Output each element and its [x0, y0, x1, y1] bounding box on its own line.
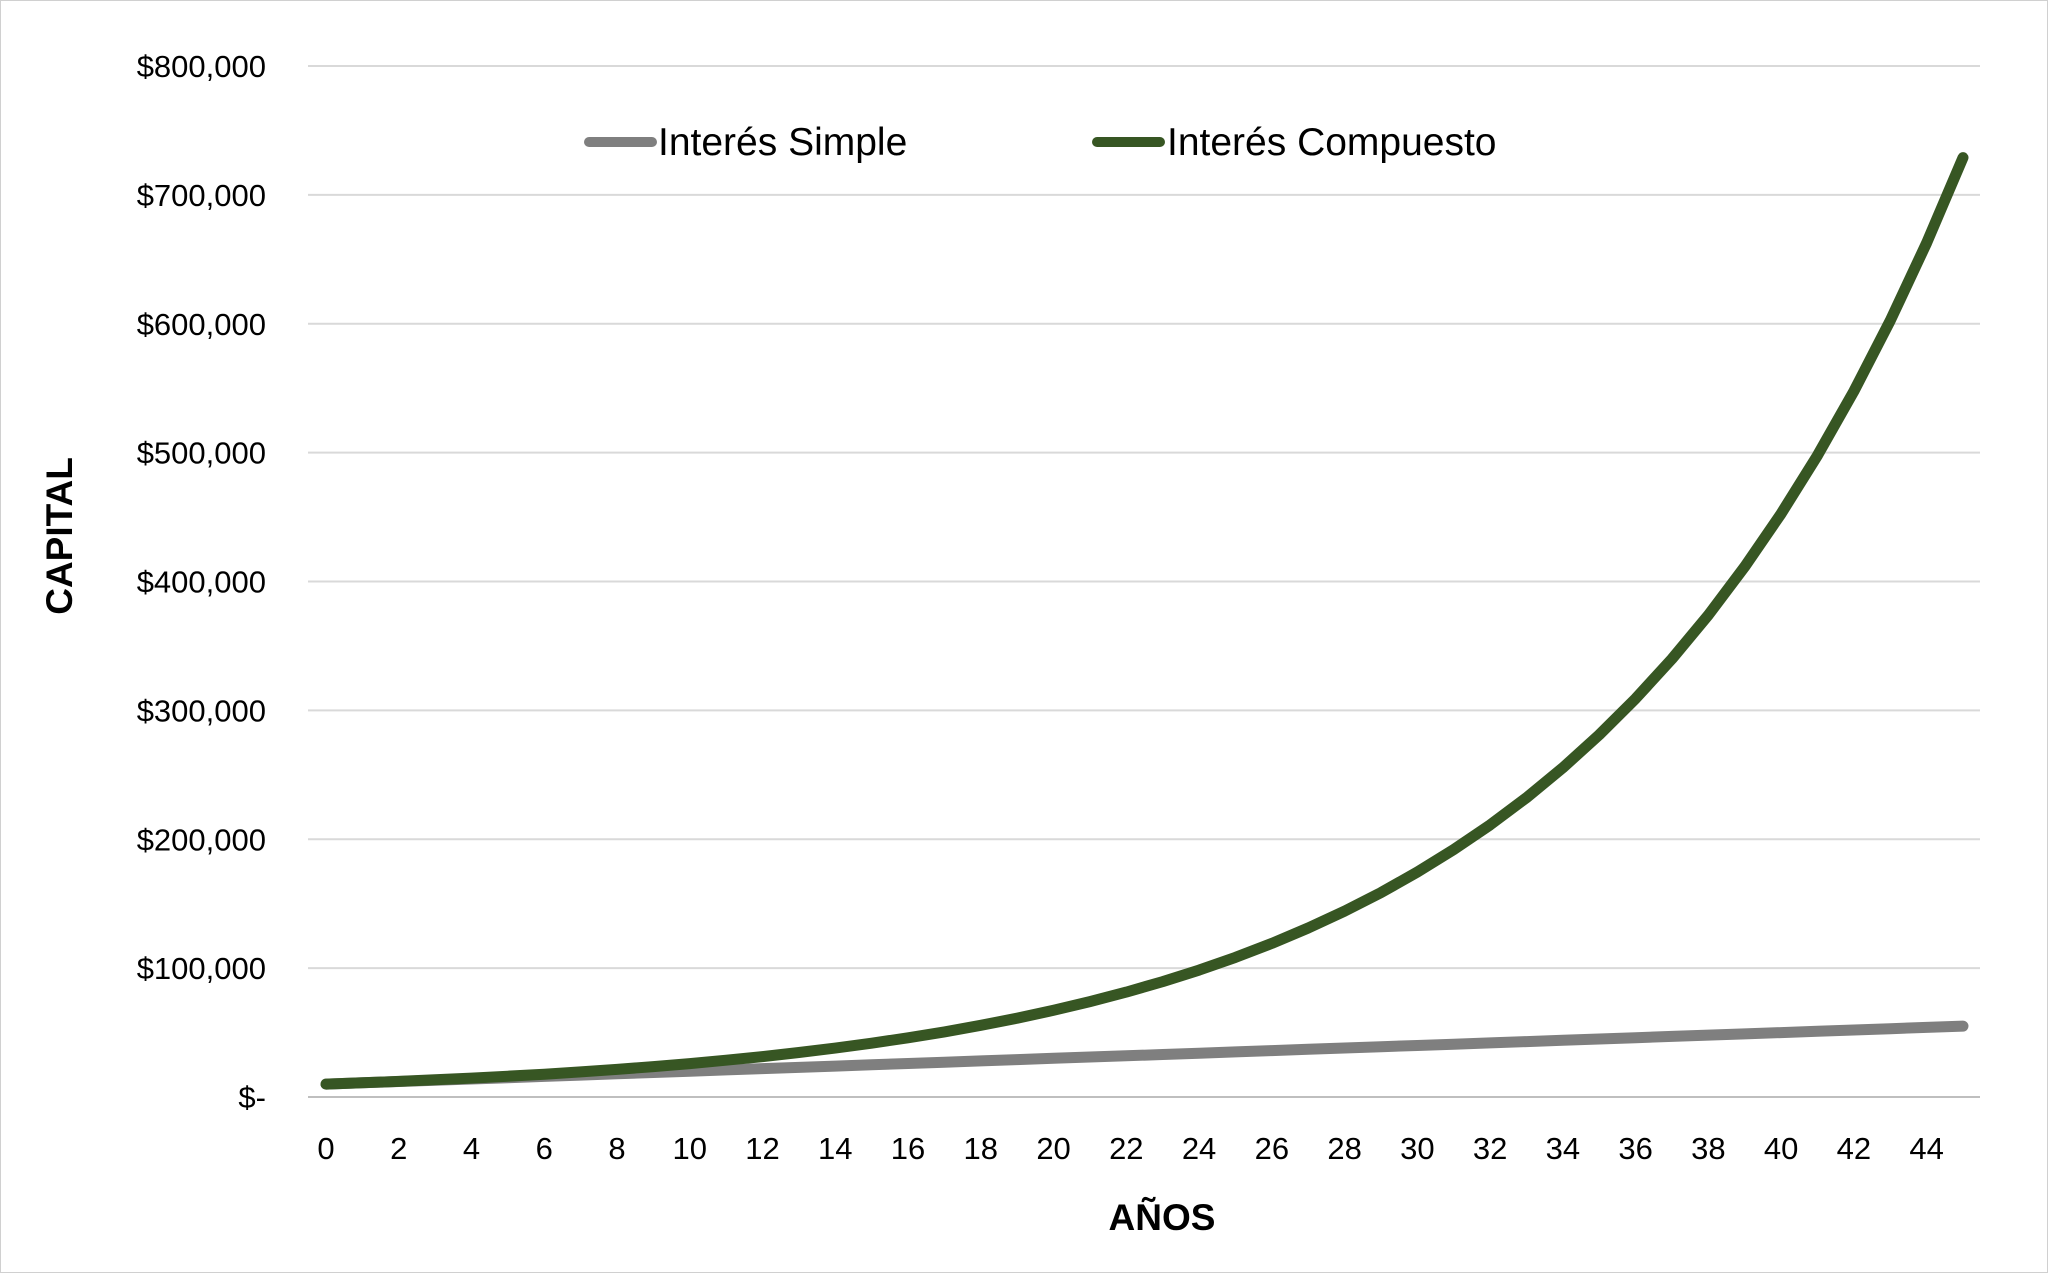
x-tick-label: 36 — [1618, 1131, 1652, 1166]
x-tick-label: 26 — [1255, 1131, 1289, 1166]
y-axis-title: CAPITAL — [39, 457, 80, 615]
y-axis-tick-labels: $- $100,000 $200,000 $300,000 $400,000 $500,0… — [137, 49, 266, 1115]
series-line-compound — [320, 152, 1969, 1090]
x-tick-label: 28 — [1327, 1131, 1361, 1166]
x-tick-label: 6 — [536, 1131, 553, 1166]
x-tick-label: 0 — [317, 1131, 334, 1166]
x-tick-label: 10 — [673, 1131, 707, 1166]
legend-label-compound: Interés Compuesto — [1167, 121, 1497, 164]
y-tick-label: $- — [238, 1080, 266, 1115]
x-axis-tick-labels: 0 2 4 6 8 10 12 14 16 18 20 22 24 26 28 30 32 34 36 38 40 42 4… — [317, 1131, 1943, 1166]
x-tick-label: 44 — [1909, 1131, 1943, 1166]
x-tick-label: 22 — [1109, 1131, 1143, 1166]
x-tick-label: 14 — [818, 1131, 852, 1166]
gridlines — [308, 65, 1980, 1098]
y-tick-label: $100,000 — [137, 951, 266, 986]
x-tick-label: 20 — [1036, 1131, 1070, 1166]
legend: Interés Simple Interés Compuesto — [584, 121, 1497, 164]
x-tick-label: 24 — [1182, 1131, 1216, 1166]
x-tick-label: 38 — [1691, 1131, 1725, 1166]
y-tick-label: $800,000 — [137, 49, 266, 84]
y-tick-label: $300,000 — [137, 693, 266, 728]
y-tick-label: $600,000 — [137, 307, 266, 342]
x-axis-title: AÑOS — [1109, 1196, 1216, 1238]
y-tick-label: $400,000 — [137, 565, 266, 600]
x-tick-label: 34 — [1546, 1131, 1580, 1166]
y-tick-label: $700,000 — [137, 178, 266, 213]
x-tick-label: 30 — [1400, 1131, 1434, 1166]
x-tick-label: 16 — [891, 1131, 925, 1166]
x-tick-label: 32 — [1473, 1131, 1507, 1166]
y-tick-label: $200,000 — [137, 822, 266, 857]
x-tick-label: 2 — [390, 1131, 407, 1166]
x-tick-label: 42 — [1837, 1131, 1871, 1166]
x-tick-label: 18 — [964, 1131, 998, 1166]
x-tick-label: 40 — [1764, 1131, 1798, 1166]
x-tick-label: 8 — [608, 1131, 625, 1166]
x-tick-label: 4 — [463, 1131, 480, 1166]
series-lines — [320, 152, 1969, 1090]
y-tick-label: $500,000 — [137, 436, 266, 471]
x-tick-label: 12 — [745, 1131, 779, 1166]
legend-label-simple: Interés Simple — [658, 121, 907, 164]
